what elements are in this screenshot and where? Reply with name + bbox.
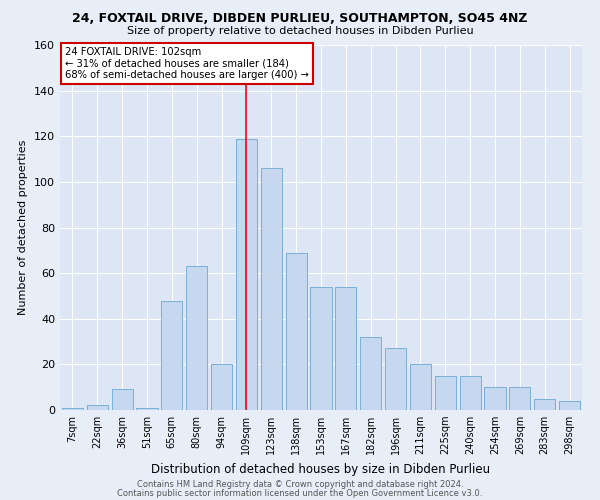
Bar xyxy=(385,348,406,410)
X-axis label: Distribution of detached houses by size in Dibden Purlieu: Distribution of detached houses by size … xyxy=(151,462,491,475)
Bar xyxy=(310,287,332,410)
Bar xyxy=(211,364,232,410)
Bar xyxy=(62,408,83,410)
Bar xyxy=(360,337,381,410)
Text: 24, FOXTAIL DRIVE, DIBDEN PURLIEU, SOUTHAMPTON, SO45 4NZ: 24, FOXTAIL DRIVE, DIBDEN PURLIEU, SOUTH… xyxy=(72,12,528,26)
Y-axis label: Number of detached properties: Number of detached properties xyxy=(19,140,28,315)
Text: 24 FOXTAIL DRIVE: 102sqm
← 31% of detached houses are smaller (184)
68% of semi-: 24 FOXTAIL DRIVE: 102sqm ← 31% of detach… xyxy=(65,47,309,80)
Bar xyxy=(435,376,456,410)
Bar xyxy=(335,287,356,410)
Bar xyxy=(484,387,506,410)
Bar xyxy=(186,266,207,410)
Bar xyxy=(559,401,580,410)
Text: Size of property relative to detached houses in Dibden Purlieu: Size of property relative to detached ho… xyxy=(127,26,473,36)
Bar xyxy=(261,168,282,410)
Bar xyxy=(410,364,431,410)
Bar xyxy=(87,406,108,410)
Bar xyxy=(286,252,307,410)
Text: Contains public sector information licensed under the Open Government Licence v3: Contains public sector information licen… xyxy=(118,490,482,498)
Bar xyxy=(112,390,133,410)
Bar xyxy=(236,138,257,410)
Text: Contains HM Land Registry data © Crown copyright and database right 2024.: Contains HM Land Registry data © Crown c… xyxy=(137,480,463,489)
Bar xyxy=(161,300,182,410)
Bar xyxy=(509,387,530,410)
Bar xyxy=(460,376,481,410)
Bar xyxy=(136,408,158,410)
Bar xyxy=(534,398,555,410)
